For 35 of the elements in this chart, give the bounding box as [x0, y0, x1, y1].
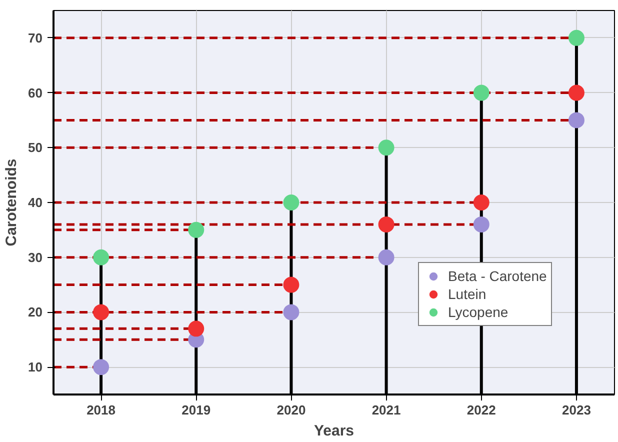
y-tick-label: 70 — [28, 30, 43, 46]
y-tick-label: 60 — [28, 85, 43, 100]
point — [378, 216, 394, 232]
y-tick-label: 50 — [28, 140, 43, 156]
point — [93, 249, 110, 266]
y-tick-label: 40 — [28, 195, 43, 210]
point — [378, 249, 394, 266]
point — [283, 304, 300, 320]
point — [473, 84, 490, 101]
x-tick-label: 2020 — [276, 402, 306, 418]
x-tick-label: 2021 — [372, 402, 401, 418]
point — [188, 222, 204, 238]
point — [473, 216, 490, 232]
legend-label: Lutein — [448, 285, 486, 303]
y-tick-label: 30 — [28, 250, 43, 265]
point — [568, 30, 584, 46]
legend-label: Beta - Carotene — [448, 267, 547, 285]
y-tick-label: 20 — [28, 304, 43, 320]
y-tick-label: 10 — [28, 360, 43, 375]
point — [568, 84, 584, 101]
x-tick-label: 2023 — [562, 402, 591, 418]
x-tick-label: 2018 — [86, 402, 116, 418]
x-tick-label: 2022 — [466, 402, 496, 418]
y-axis-title: Carotenoids — [3, 158, 20, 246]
point — [188, 320, 204, 337]
point — [283, 194, 300, 210]
point — [568, 112, 584, 128]
point — [283, 276, 300, 293]
point — [93, 359, 110, 376]
point — [473, 194, 490, 210]
x-tick-label: 2019 — [182, 402, 211, 418]
point — [378, 140, 394, 156]
x-axis-title: Years — [314, 422, 354, 440]
point — [93, 304, 110, 320]
legend-label: Lycopene — [448, 303, 508, 321]
